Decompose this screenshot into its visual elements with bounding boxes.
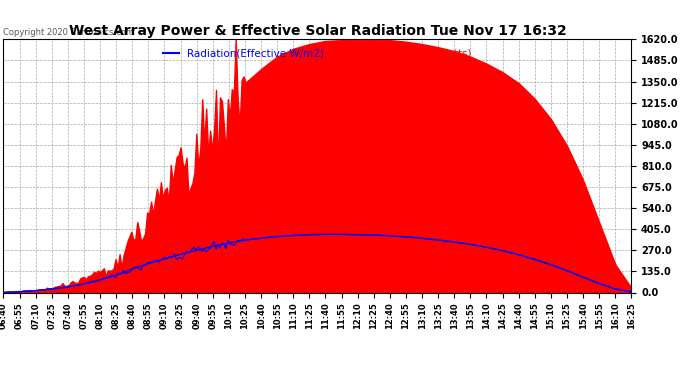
Title: West Array Power & Effective Solar Radiation Tue Nov 17 16:32: West Array Power & Effective Solar Radia…	[68, 24, 566, 38]
Text: Copyright 2020 Cartronics.com: Copyright 2020 Cartronics.com	[3, 28, 135, 37]
Legend: Radiation(Effective W/m2), West Array(DC Watts): Radiation(Effective W/m2), West Array(DC…	[159, 45, 476, 63]
